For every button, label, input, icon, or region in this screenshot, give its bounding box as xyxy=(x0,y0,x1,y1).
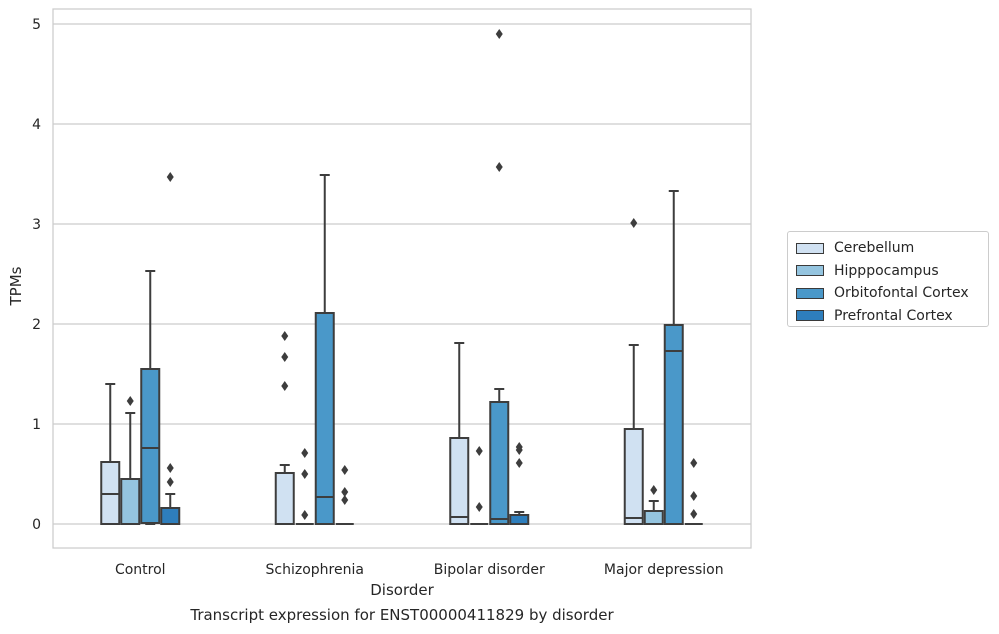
x-tick-labels: Control Schizophrenia Bipolar disorder Majo… xyxy=(115,562,724,578)
legend-swatch xyxy=(796,287,824,299)
box-orbitofontal-cortex xyxy=(489,29,510,525)
outlier-point xyxy=(515,458,523,468)
outlier-point xyxy=(341,495,349,505)
box-iqr xyxy=(274,472,295,525)
outlier-point xyxy=(301,510,309,520)
box-iqr xyxy=(509,514,530,525)
x-tick-label: Bipolar disorder xyxy=(434,562,545,578)
legend-label: Orbitofontal Cortex xyxy=(834,285,969,302)
legend-item: Orbitofontal Cortex xyxy=(796,282,980,305)
plot-frame xyxy=(52,8,752,549)
box-prefrontal-cortex xyxy=(509,442,530,525)
box-cerebellum xyxy=(623,218,644,525)
box-prefrontal-cortex xyxy=(335,465,354,525)
legend-item: Hipppocampus xyxy=(796,260,980,283)
y-tick-label: 4 xyxy=(32,117,41,133)
outlier-point xyxy=(301,469,309,479)
outlier-point xyxy=(690,509,698,519)
outlier-point xyxy=(630,218,638,228)
outlier-point xyxy=(475,446,483,456)
chart-caption: Transcript expression for ENST0000041182… xyxy=(190,606,614,624)
y-tick-label: 3 xyxy=(32,217,41,233)
outlier-point xyxy=(126,396,134,406)
outlier-point xyxy=(341,487,349,497)
box-orbitofontal-cortex xyxy=(663,190,684,525)
outlier-point xyxy=(515,442,523,452)
legend-swatch xyxy=(796,310,824,322)
y-tick-labels: 0 1 2 3 4 5 xyxy=(32,17,41,533)
plot-area xyxy=(100,29,703,525)
box-prefrontal-cortex xyxy=(684,458,703,525)
outlier-point xyxy=(495,162,503,172)
legend-label: Prefrontal Cortex xyxy=(834,307,953,324)
box-hipppocampus xyxy=(120,396,141,525)
y-axis-label: TPMs xyxy=(7,266,25,306)
outlier-point xyxy=(281,352,289,362)
legend: Cerebellum Hipppocampus Orbitofontal Corte… xyxy=(787,231,989,327)
box-prefrontal-cortex xyxy=(160,172,181,525)
box-iqr xyxy=(160,507,181,525)
outlier-point xyxy=(341,465,349,475)
legend-item: Cerebellum xyxy=(796,237,980,260)
legend-label: Hipppocampus xyxy=(834,262,939,279)
legend-swatch xyxy=(796,265,824,277)
x-axis-label: Disorder xyxy=(370,581,434,599)
box-iqr xyxy=(120,478,141,525)
y-tick-label: 2 xyxy=(32,317,41,333)
box-cerebellum xyxy=(274,331,295,525)
outlier-point xyxy=(166,477,174,487)
box-iqr xyxy=(489,401,510,525)
box-orbitofontal-cortex xyxy=(140,270,161,525)
x-tick-label: Schizophrenia xyxy=(266,562,364,578)
outlier-point xyxy=(281,381,289,391)
y-tick-label: 5 xyxy=(32,17,41,33)
outlier-point xyxy=(650,485,658,495)
outlier-point xyxy=(301,448,309,458)
x-tick-label: Major depression xyxy=(604,562,724,578)
outlier-point xyxy=(475,502,483,512)
y-tick-label: 0 xyxy=(32,517,41,533)
box-iqr xyxy=(663,324,684,525)
y-tick-label: 1 xyxy=(32,417,41,433)
box-hipppocampus xyxy=(470,446,489,525)
box-hipppocampus xyxy=(643,485,664,525)
box-iqr xyxy=(140,368,161,524)
x-tick-label: Control xyxy=(115,562,166,578)
outlier-point xyxy=(281,331,289,341)
legend-item: Prefrontal Cortex xyxy=(796,305,980,328)
outlier-point xyxy=(495,29,503,39)
box-iqr xyxy=(449,437,470,525)
box-hipppocampus xyxy=(295,448,314,525)
box-iqr xyxy=(643,510,664,525)
box-cerebellum xyxy=(100,383,121,525)
legend-label: Cerebellum xyxy=(834,240,915,257)
box-cerebellum xyxy=(449,342,470,525)
outlier-point xyxy=(690,458,698,468)
outlier-point xyxy=(690,491,698,501)
outlier-point xyxy=(166,172,174,182)
box-iqr xyxy=(314,312,335,525)
outlier-point xyxy=(166,463,174,473)
box-iqr xyxy=(623,428,644,525)
legend-swatch xyxy=(796,242,824,254)
box-orbitofontal-cortex xyxy=(314,174,335,525)
